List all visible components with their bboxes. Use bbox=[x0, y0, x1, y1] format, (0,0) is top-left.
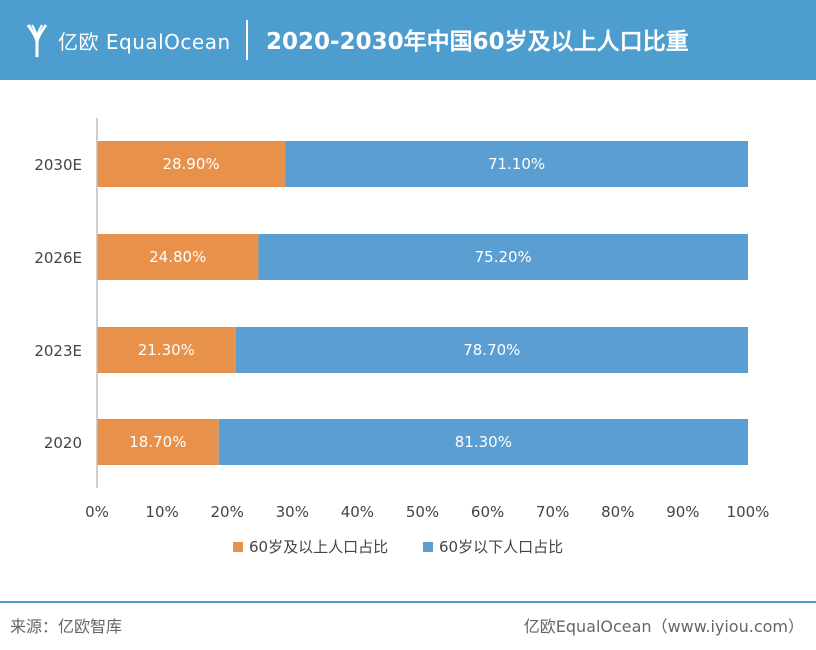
equalocean-logo-icon bbox=[26, 24, 48, 57]
footer-divider bbox=[0, 601, 816, 603]
x-tick-label-7: 70% bbox=[536, 503, 569, 521]
legend-swatch-under60 bbox=[423, 541, 433, 552]
data-label-60plus-2020: 18.70% bbox=[129, 433, 186, 451]
stacked-bar-chart: 28.90% 71.10% 2030E 24.80% 75.20% 2026E 21.30%… bbox=[34, 118, 770, 521]
bar-60plus-2026E bbox=[97, 234, 259, 280]
bar-under60-2026E bbox=[258, 234, 748, 280]
legend-label-60plus: 60岁及以上人口占比 bbox=[249, 538, 389, 556]
bar-under60-2023E bbox=[235, 327, 749, 373]
bar-under60-2030E bbox=[285, 141, 748, 187]
category-label-2023E: 2023E bbox=[34, 342, 82, 360]
data-label-60plus-2023E: 21.30% bbox=[138, 341, 195, 359]
header-banner: 亿欧 EqualOcean 2020-2030年中国60岁及以上人口比重 bbox=[0, 0, 816, 80]
legend-item-under60: 60岁以下人口占比 bbox=[423, 536, 563, 557]
legend-label-under60: 60岁以下人口占比 bbox=[439, 538, 564, 556]
x-tick-label-5: 50% bbox=[406, 503, 439, 521]
page-title: 2020-2030年中国60岁及以上人口比重 bbox=[266, 29, 689, 55]
bar-60plus-2030E bbox=[97, 141, 286, 187]
category-label-2026E: 2026E bbox=[34, 249, 82, 267]
x-tick-label-8: 80% bbox=[601, 503, 634, 521]
brand-logo[interactable]: 亿欧 EqualOcean bbox=[26, 18, 231, 62]
x-tick-label-0: 0% bbox=[85, 503, 109, 521]
data-label-under60-2030E: 71.10% bbox=[488, 155, 545, 173]
chart-legend: 60岁及以上人口占比 60岁以下人口占比 bbox=[0, 536, 816, 560]
data-label-60plus-2026E: 24.80% bbox=[149, 248, 206, 266]
category-label-2020: 2020 bbox=[44, 434, 82, 452]
brand-footer: 亿欧EqualOcean（www.iyiou.com） bbox=[523, 617, 804, 636]
bar-under60-2020 bbox=[218, 419, 748, 465]
bar-60plus-2023E bbox=[97, 327, 236, 373]
x-tick-label-10: 100% bbox=[727, 503, 770, 521]
x-tick-label-1: 10% bbox=[145, 503, 178, 521]
x-tick-label-6: 60% bbox=[471, 503, 504, 521]
x-tick-label-2: 20% bbox=[211, 503, 244, 521]
x-tick-label-4: 40% bbox=[341, 503, 374, 521]
data-label-under60-2023E: 78.70% bbox=[463, 341, 520, 359]
data-label-under60-2020: 81.30% bbox=[455, 433, 512, 451]
data-label-60plus-2030E: 28.90% bbox=[162, 155, 219, 173]
legend-item-60plus: 60岁及以上人口占比 bbox=[233, 536, 388, 557]
header-divider bbox=[246, 20, 248, 60]
category-label-2030E: 2030E bbox=[34, 156, 82, 174]
source-note: 来源：亿欧智库 bbox=[10, 617, 123, 636]
data-label-under60-2026E: 75.20% bbox=[475, 248, 532, 266]
legend-swatch-60plus bbox=[233, 541, 243, 552]
x-tick-label-9: 90% bbox=[666, 503, 699, 521]
bar-60plus-2020 bbox=[97, 419, 219, 465]
x-tick-label-3: 30% bbox=[276, 503, 309, 521]
logo-text: 亿欧 EqualOcean bbox=[58, 29, 231, 54]
